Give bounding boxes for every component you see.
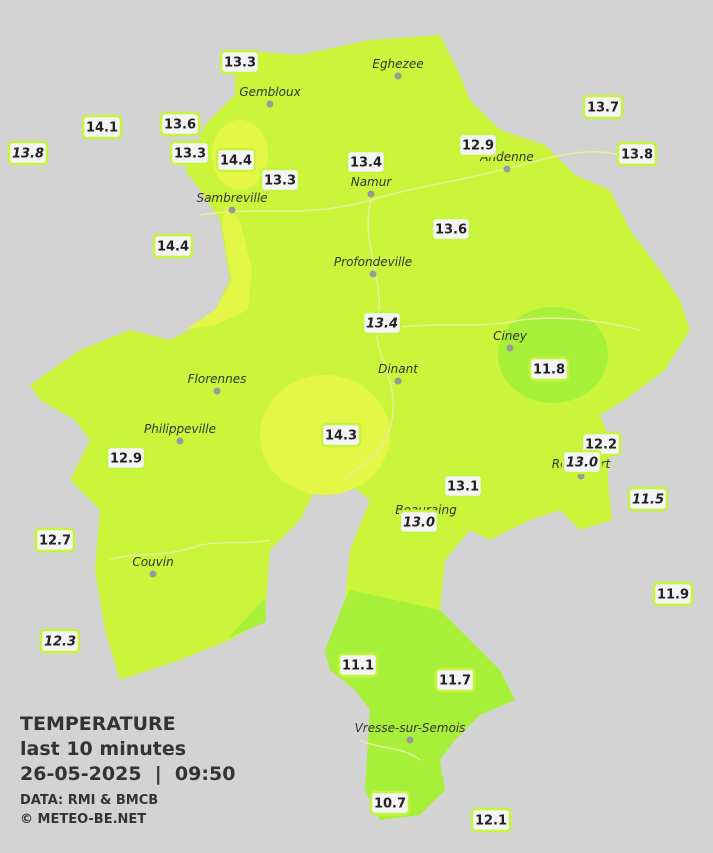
river <box>359 739 421 761</box>
station-box <box>561 449 603 475</box>
station-box <box>169 140 211 166</box>
town-dot <box>149 570 157 578</box>
station-box <box>398 509 440 535</box>
town-label: Sambreville <box>196 191 267 205</box>
legend-subtitle: last 10 minutes <box>20 738 186 760</box>
station-box <box>528 356 570 382</box>
station-box <box>470 807 512 833</box>
station-box <box>345 149 387 175</box>
town-dot <box>394 72 402 80</box>
river <box>344 199 395 481</box>
station-value: 13.3 <box>174 147 206 162</box>
station-value: 12.1 <box>475 814 507 829</box>
station-box <box>152 233 194 259</box>
town-label: Eghezee <box>372 57 423 71</box>
station-value: 11.5 <box>632 493 664 508</box>
town-dot <box>506 344 514 352</box>
station-value: 13.3 <box>264 174 296 189</box>
station-value: 13.4 <box>366 317 398 332</box>
town-dot <box>176 437 184 445</box>
station-box <box>337 652 379 678</box>
station-box <box>159 111 201 137</box>
legend-datetime: 26-05-2025 | 09:50 <box>20 763 235 785</box>
towns: EghezeeGemblouxAndenneNamurSambrevillePr… <box>132 57 612 744</box>
station-box <box>616 141 658 167</box>
legend-credit: © METEO-BE.NET <box>20 812 146 827</box>
station-value: 14.4 <box>157 240 189 255</box>
station-value: 11.7 <box>439 674 471 689</box>
station-value: 14.1 <box>86 121 118 136</box>
town-label: Couvin <box>132 555 173 569</box>
station-value: 13.8 <box>621 148 653 163</box>
station-value: 12.9 <box>462 139 494 154</box>
station-box <box>627 486 669 512</box>
town-dot <box>228 206 236 214</box>
station-box <box>430 216 472 242</box>
station-value: 11.9 <box>657 588 689 603</box>
town-label: Profondeville <box>334 255 412 269</box>
rivers <box>109 150 641 761</box>
station-box <box>434 667 476 693</box>
station-value: 12.3 <box>44 635 76 650</box>
station-value: 11.1 <box>342 659 374 674</box>
station-value: 12.7 <box>39 534 71 549</box>
station-value: 13.1 <box>447 480 479 495</box>
town-label: Namur <box>351 175 393 189</box>
town-label: Ciney <box>493 329 528 343</box>
town-label: Vresse-sur-Semois <box>355 721 466 735</box>
legend: TEMPERATURE last 10 minutes 26-05-2025 |… <box>20 713 235 827</box>
station-box <box>259 167 301 193</box>
station-value: 12.9 <box>110 452 142 467</box>
station-box <box>105 445 147 471</box>
station-box <box>81 114 123 140</box>
town-dot <box>213 387 221 395</box>
station-value: 13.0 <box>403 516 435 531</box>
station-box <box>361 310 403 336</box>
station-value: 10.7 <box>374 797 406 812</box>
town-dot <box>394 377 402 385</box>
station-box <box>652 581 694 607</box>
town-label: Florennes <box>188 372 247 386</box>
cool-zone <box>498 307 608 403</box>
station-value: 13.7 <box>587 101 619 116</box>
town-dot <box>367 190 375 198</box>
town-dot <box>369 270 377 278</box>
station-value: 13.3 <box>224 56 256 71</box>
station-value: 13.0 <box>566 456 598 471</box>
station-value: 14.4 <box>220 154 252 169</box>
station-box <box>369 790 411 816</box>
town-dot <box>266 100 274 108</box>
station-box <box>34 527 76 553</box>
town-label: Dinant <box>378 362 419 376</box>
station-value: 11.8 <box>533 363 565 378</box>
station-box <box>215 147 257 173</box>
river <box>379 317 641 331</box>
station-value: 13.6 <box>164 118 196 133</box>
legend-source: DATA: RMI & BMCB <box>20 793 158 808</box>
station-value: 12.2 <box>585 438 617 453</box>
legend-title: TEMPERATURE <box>20 713 176 735</box>
station-value: 13.4 <box>350 156 382 171</box>
town-label: Gembloux <box>239 85 301 99</box>
station-value: 14.3 <box>325 429 357 444</box>
station-box <box>457 132 499 158</box>
station-value: 13.8 <box>12 147 44 162</box>
station-box <box>219 49 261 75</box>
cool-zone <box>325 590 515 820</box>
town-dot <box>503 165 511 173</box>
river <box>109 539 271 561</box>
town-dot <box>406 736 414 744</box>
station-box <box>442 473 484 499</box>
station-value: 13.6 <box>435 223 467 238</box>
station-box <box>320 422 362 448</box>
station-box <box>7 140 49 166</box>
stations: 13.3 14.1 13.6 13.8 13.3 14.4 13.3 13.4 12.9 13.7… <box>7 49 694 833</box>
station-box <box>39 628 81 654</box>
cool-zone <box>228 598 266 638</box>
station-box <box>582 94 624 120</box>
warm-zone <box>185 205 252 330</box>
river <box>199 150 621 216</box>
town-label: Philippeville <box>144 422 216 436</box>
